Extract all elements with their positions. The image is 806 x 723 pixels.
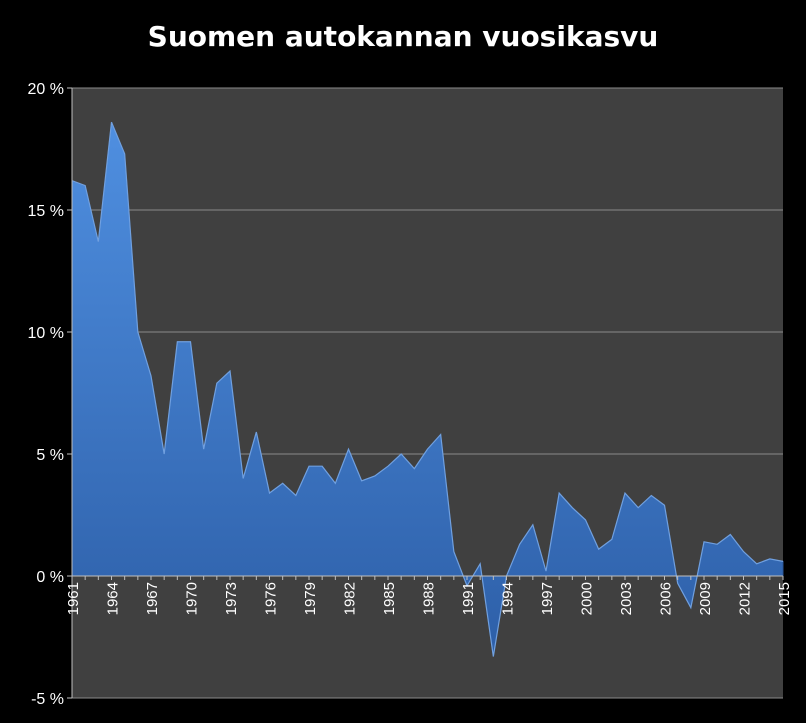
x-tick-label: 2009 [697, 582, 714, 615]
x-tick-label: 1967 [144, 582, 161, 615]
x-tick-label: 1976 [263, 582, 280, 615]
y-tick-label: -5 % [31, 691, 64, 708]
x-tick-label: 2015 [776, 582, 793, 615]
area-series [71, 121, 784, 657]
x-tick-label: 1991 [460, 582, 477, 615]
x-tick-label: 1961 [65, 582, 82, 615]
x-tick-label: 2003 [618, 582, 635, 615]
x-tick-label: 1973 [223, 582, 240, 615]
chart-title: Suomen autokannan vuosikasvu [147, 20, 659, 53]
x-tick-label: 1970 [184, 582, 201, 615]
x-tick-label: 1982 [342, 582, 359, 615]
x-tick-label: 2006 [658, 582, 675, 615]
y-tick-label: 5 % [36, 447, 64, 464]
x-tick-label: 1997 [539, 582, 556, 615]
gridlines [72, 87, 783, 699]
x-axis: 1961 1964 1967 1970 1973 1976 1979 1982 1985 1988… [65, 575, 793, 615]
x-tick-label: 1988 [421, 582, 438, 615]
y-tick-label: 10 % [28, 325, 64, 342]
area-top-edge [71, 121, 784, 657]
y-axis: -5 % 0 % 5 % 10 % 15 % 20 % [28, 81, 73, 708]
y-tick-label: 15 % [28, 203, 64, 220]
x-tick-label: 1979 [302, 582, 319, 615]
x-tick-label: 1985 [381, 582, 398, 615]
x-tick-label: 1994 [500, 582, 517, 615]
y-tick-label: 20 % [28, 81, 64, 98]
x-tick-label: 2012 [737, 582, 754, 615]
x-tick-label: 2000 [579, 582, 596, 615]
x-tick-label: 1964 [105, 582, 122, 615]
y-tick-label: 0 % [36, 569, 64, 586]
